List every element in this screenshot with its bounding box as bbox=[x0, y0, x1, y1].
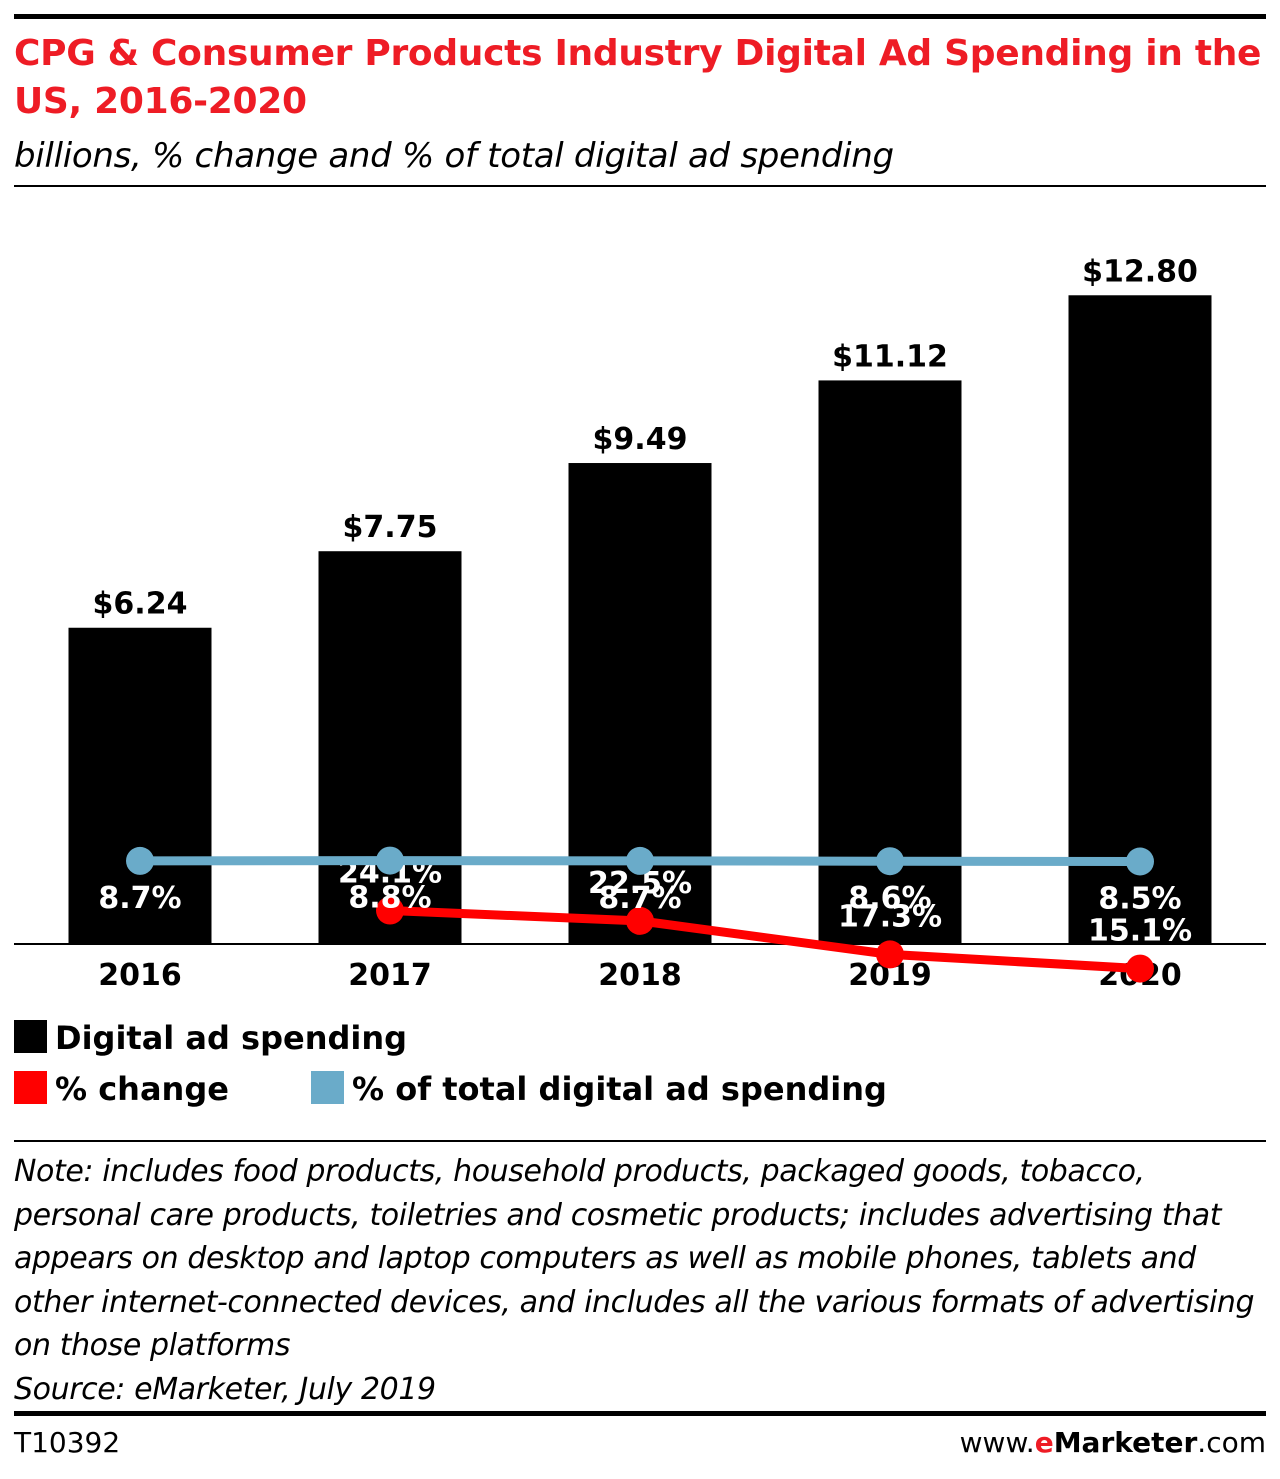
legend-label: % of total digital ad spending bbox=[352, 1070, 887, 1108]
footer-rule bbox=[14, 1411, 1266, 1416]
pct-of-total-label: 8.5% bbox=[1098, 882, 1181, 917]
pct-change-point bbox=[376, 896, 404, 925]
notes-block: Note: includes food products, household … bbox=[14, 1150, 1269, 1411]
bar-value-label: $6.24 bbox=[93, 587, 188, 622]
legend-item-pct-total: % of total digital ad spending bbox=[311, 1069, 887, 1109]
bar-2017 bbox=[318, 551, 462, 944]
bar-value-label: $12.80 bbox=[1082, 254, 1198, 289]
pct-change-label: 15.1% bbox=[1088, 914, 1192, 949]
bar-value-label: $7.75 bbox=[343, 510, 438, 545]
x-tick-label: 2018 bbox=[598, 958, 682, 990]
bar-value-label: $11.12 bbox=[832, 339, 948, 374]
top-rule bbox=[14, 14, 1266, 19]
x-tick-label: 2017 bbox=[348, 958, 432, 990]
brand-e: e bbox=[1034, 1426, 1054, 1459]
pct-change-point bbox=[1126, 954, 1154, 983]
pct-of-total-point bbox=[1126, 847, 1154, 876]
pct-change-point bbox=[626, 906, 654, 935]
legend-label: Digital ad spending bbox=[55, 1019, 408, 1057]
brand-prefix: www. bbox=[959, 1426, 1035, 1459]
chart-subtitle: billions, % change and % of total digita… bbox=[14, 136, 894, 176]
pct-of-total-point bbox=[376, 846, 404, 875]
bar-value-label: $9.49 bbox=[593, 422, 688, 457]
header-rule bbox=[14, 185, 1266, 187]
brand-name: Marketer bbox=[1053, 1426, 1198, 1459]
pct-of-total-point bbox=[876, 847, 904, 876]
pct-change-point bbox=[876, 940, 904, 969]
legend-swatch-blue bbox=[311, 1071, 344, 1104]
notes-rule bbox=[14, 1140, 1266, 1142]
x-tick-label: 2016 bbox=[98, 958, 182, 990]
legend-swatch-black bbox=[14, 1020, 47, 1053]
chart-title: CPG & Consumer Products Industry Digital… bbox=[14, 33, 1262, 122]
legend-item-digital-ad-spending: Digital ad spending bbox=[14, 1018, 407, 1058]
chart-id: T10392 bbox=[14, 1426, 121, 1459]
source-text: Source: eMarketer, July 2019 bbox=[14, 1371, 436, 1407]
pct-of-total-label: 8.7% bbox=[98, 881, 181, 916]
bar-2020 bbox=[1068, 295, 1212, 945]
legend-swatch-red bbox=[14, 1071, 47, 1104]
pct-change-line bbox=[385, 906, 1145, 974]
pct-of-total-label: 8.7% bbox=[598, 881, 681, 916]
pct-of-total-point bbox=[126, 846, 154, 875]
bar-2016 bbox=[68, 627, 212, 944]
pct-of-total-label: 8.8% bbox=[348, 881, 431, 916]
pct-change-label: 17.3% bbox=[838, 899, 942, 934]
pct-of-total-label: 8.6% bbox=[848, 881, 931, 916]
brand-suffix: .com bbox=[1197, 1426, 1266, 1459]
legend-label: % change bbox=[55, 1070, 229, 1108]
brand-url[interactable]: www.eMarketer.com bbox=[960, 1424, 1266, 1462]
pct-of-total-point bbox=[626, 846, 654, 875]
legend-item-pct-change: % change bbox=[14, 1069, 229, 1109]
note-text: Note: includes food products, household … bbox=[14, 1154, 1255, 1363]
